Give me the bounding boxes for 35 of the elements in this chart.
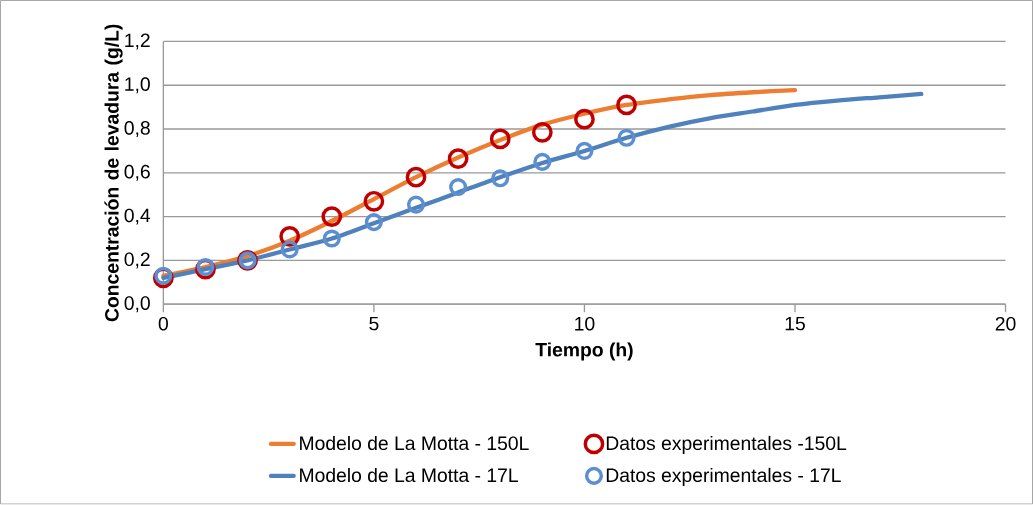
point xyxy=(364,213,383,232)
point xyxy=(406,195,426,214)
point xyxy=(322,229,341,248)
point xyxy=(321,206,343,228)
x-axis-title: Tiempo (h) xyxy=(535,342,633,361)
legend-label: Datos experimentales -150L xyxy=(606,436,847,455)
y-tick-label: 0,4 xyxy=(124,208,151,225)
point xyxy=(616,94,637,116)
point xyxy=(489,128,511,150)
point xyxy=(405,167,427,188)
point xyxy=(447,148,469,170)
y-tick-label: 0,2 xyxy=(124,252,150,269)
x-tick-label: 5 xyxy=(369,317,379,331)
point xyxy=(363,191,385,212)
y-tick-label: 1,2 xyxy=(125,33,150,50)
point xyxy=(280,240,299,259)
point xyxy=(533,153,552,172)
legend-label: Modelo de La Motta - 150L xyxy=(300,436,529,451)
legend-label: Modelo de La Motta - 17L xyxy=(300,468,518,483)
point xyxy=(531,122,553,143)
point xyxy=(575,142,594,161)
x-tick-label: 0 xyxy=(158,317,168,331)
y-tick-label: 1,0 xyxy=(125,77,150,94)
y-axis-title: Concentración de levadura (g/L) xyxy=(104,24,123,322)
point xyxy=(491,169,510,188)
point xyxy=(449,178,468,197)
y-tick-label: 0,8 xyxy=(124,121,150,138)
y-tick-label: 0,0 xyxy=(124,296,150,313)
y-tick-label: 0,6 xyxy=(124,165,150,182)
point xyxy=(574,109,595,130)
x-tick-label: 10 xyxy=(575,317,595,331)
point xyxy=(617,128,636,148)
x-tick-label: 20 xyxy=(995,317,1016,331)
x-tick-label: 15 xyxy=(785,317,805,331)
legend-label: Datos experimentales - 17L xyxy=(606,468,841,487)
